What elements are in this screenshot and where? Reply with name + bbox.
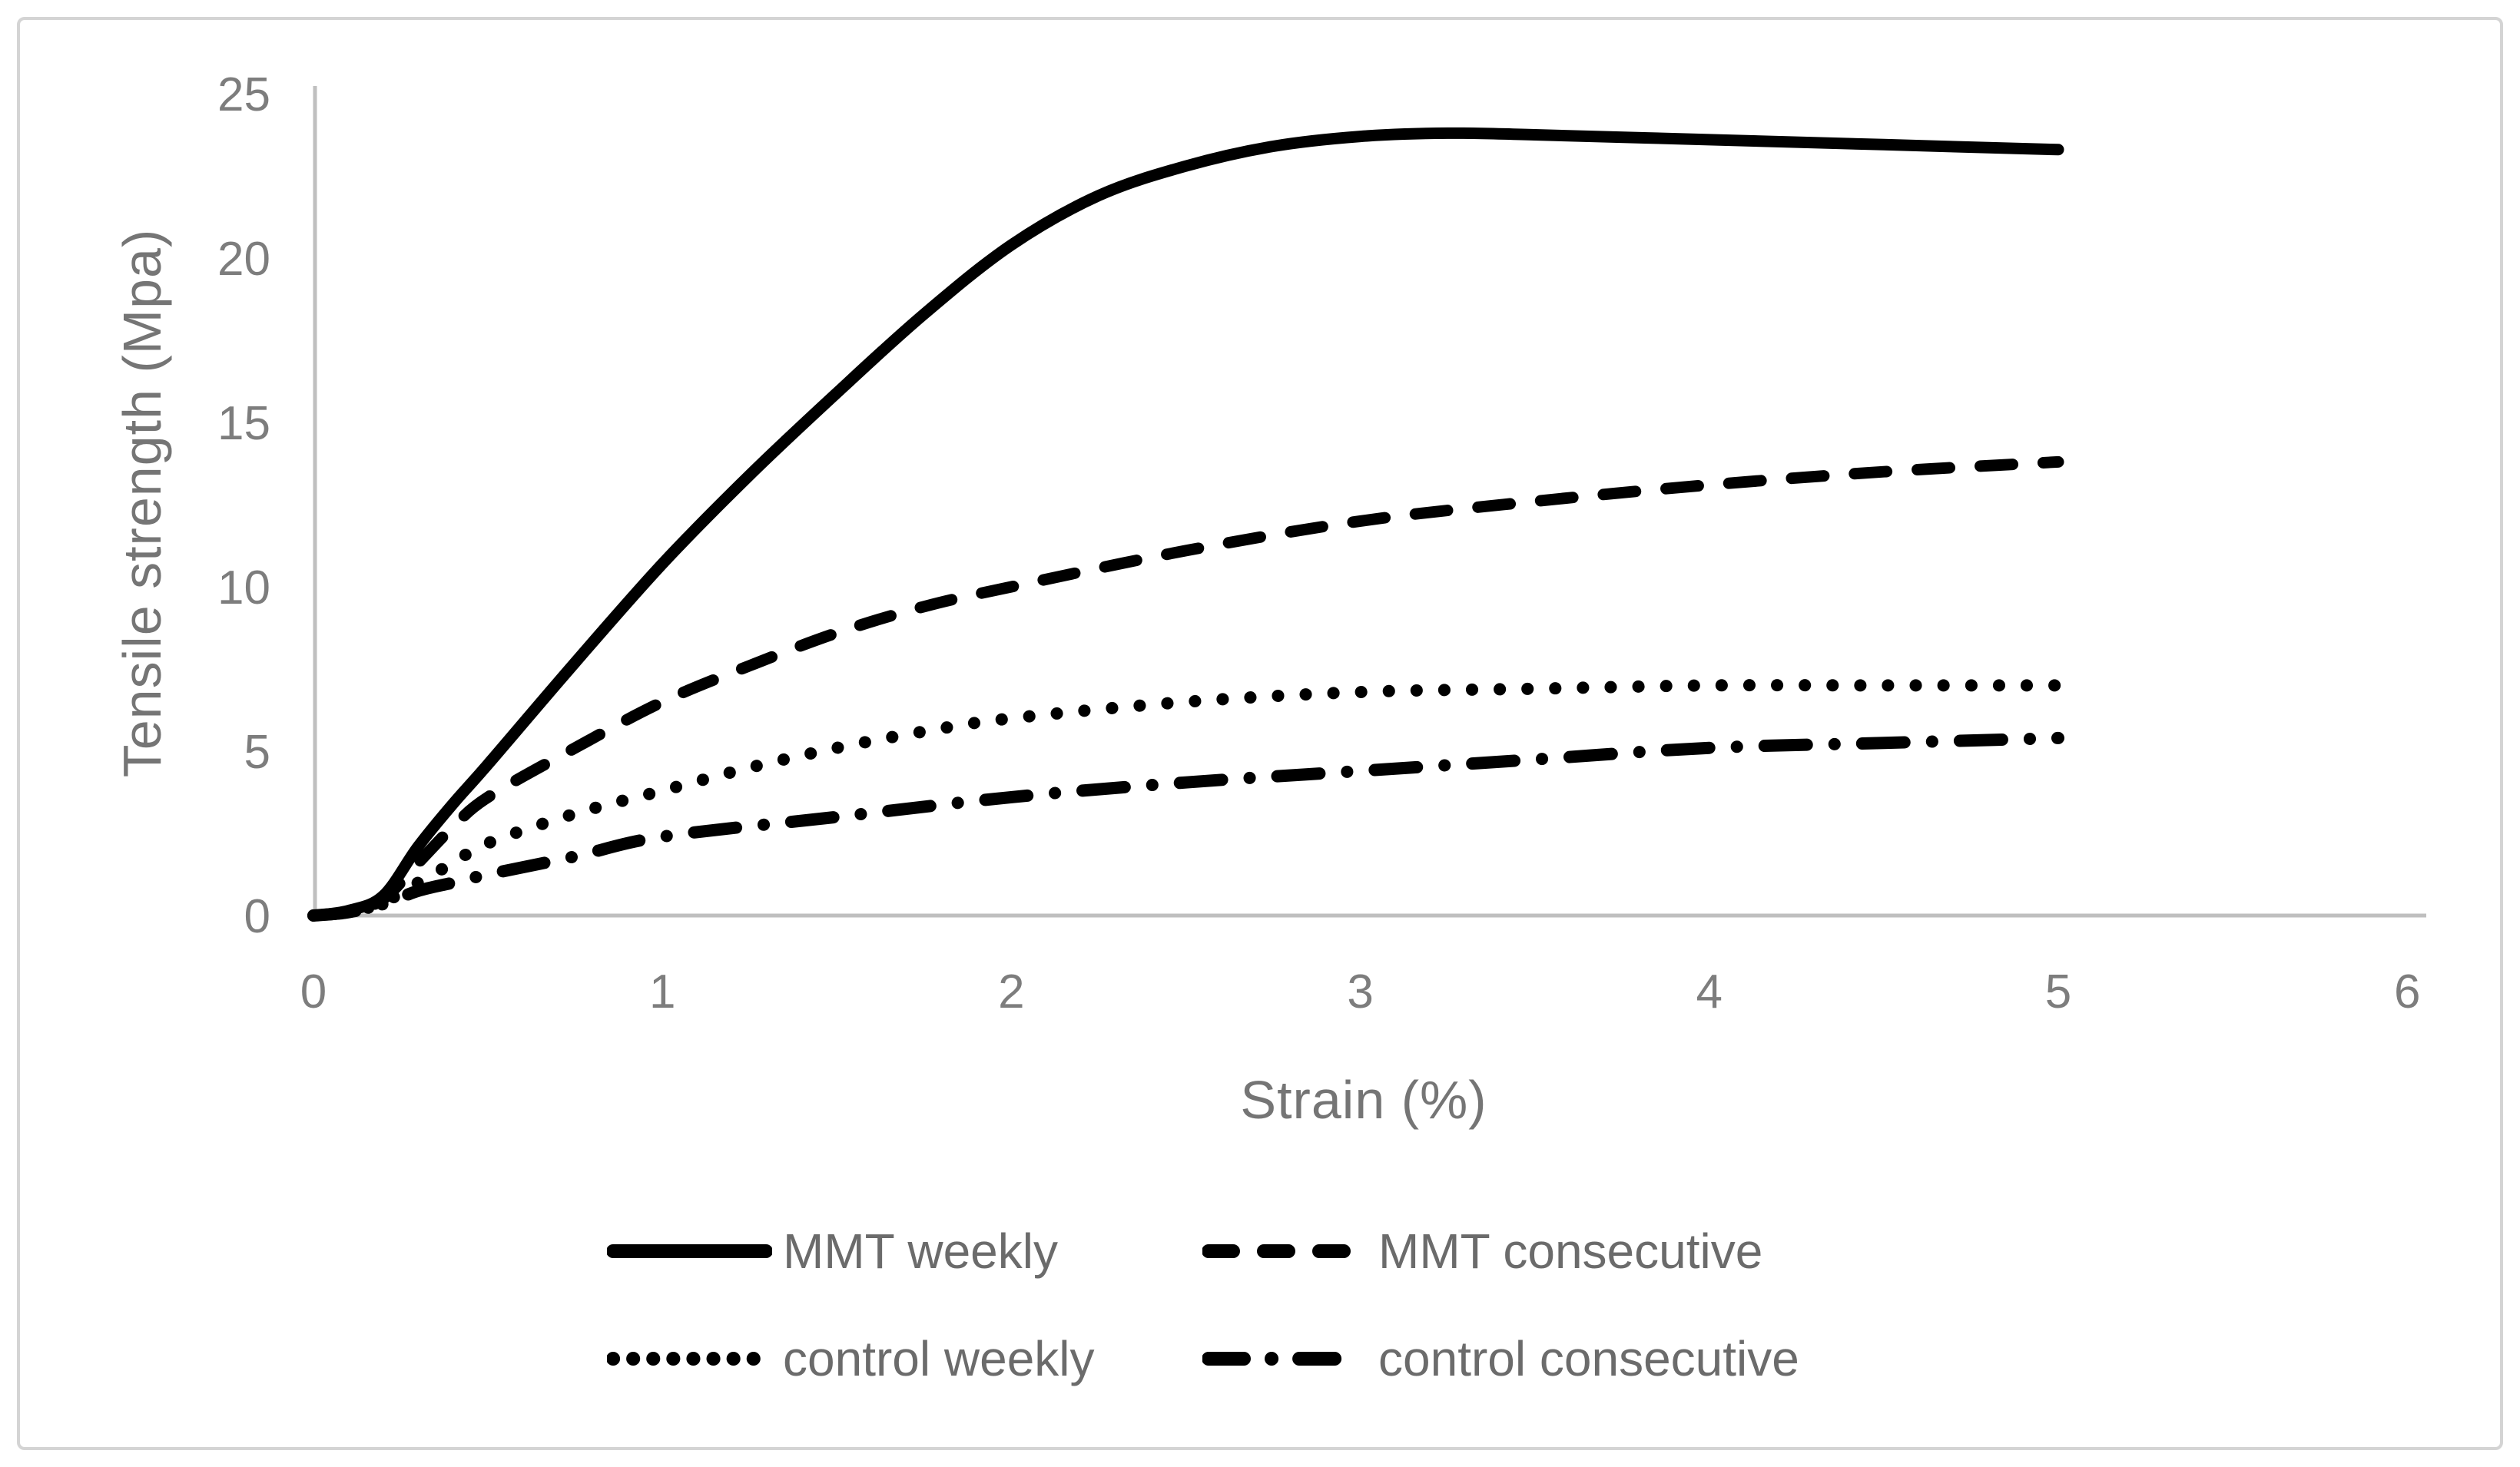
legend-line-dotted-icon — [607, 1352, 772, 1366]
y-tick-label: 15 — [217, 397, 270, 450]
x-tick-label: 6 — [2394, 965, 2420, 1018]
x-tick-label: 0 — [300, 965, 327, 1018]
legend-row: MMT weekly MMT consecutive — [607, 1223, 2220, 1280]
x-tick-label: 5 — [2045, 965, 2071, 1018]
x-tick-label: 4 — [1696, 965, 1723, 1018]
y-tick-label: 5 — [244, 726, 270, 779]
y-tick-label: 20 — [217, 233, 270, 286]
y-axis-title: Tensile strength (Mpa) — [112, 228, 172, 778]
x-axis-title: Strain (%) — [1240, 1070, 1487, 1130]
series-line-3 — [307, 731, 2064, 922]
legend-label: control weekly — [783, 1331, 1095, 1386]
legend-label: MMT weekly — [783, 1224, 1058, 1279]
y-tick-label: 25 — [217, 68, 270, 121]
legend-item-mmt-weekly: MMT weekly — [607, 1223, 1202, 1280]
series-line-0 — [307, 127, 2064, 922]
legend-item-control-weekly: control weekly — [607, 1330, 1202, 1387]
legend-line-solid-icon — [607, 1244, 772, 1258]
series-line-1 — [307, 455, 2064, 922]
chart-plot: 0 5 10 15 20 25 0 1 2 3 4 5 6 — [217, 68, 2426, 1018]
x-tick-label: 3 — [1347, 965, 1373, 1018]
legend-row: control weekly control consecutive — [607, 1330, 2220, 1387]
legend-label: MMT consecutive — [1378, 1224, 1763, 1279]
x-tick-label: 1 — [649, 965, 675, 1018]
y-tick-label: 10 — [217, 561, 270, 614]
legend-item-mmt-consecutive: MMT consecutive — [1202, 1223, 1798, 1280]
legend-line-dashed-icon — [1202, 1244, 1368, 1258]
series-line-2 — [307, 679, 2064, 922]
legend-label: control consecutive — [1378, 1331, 1799, 1386]
x-tick-label: 2 — [998, 965, 1024, 1018]
legend-line-dashdot-icon — [1202, 1352, 1368, 1366]
legend-item-control-consecutive: control consecutive — [1202, 1330, 1799, 1387]
y-tick-label: 0 — [244, 890, 270, 943]
